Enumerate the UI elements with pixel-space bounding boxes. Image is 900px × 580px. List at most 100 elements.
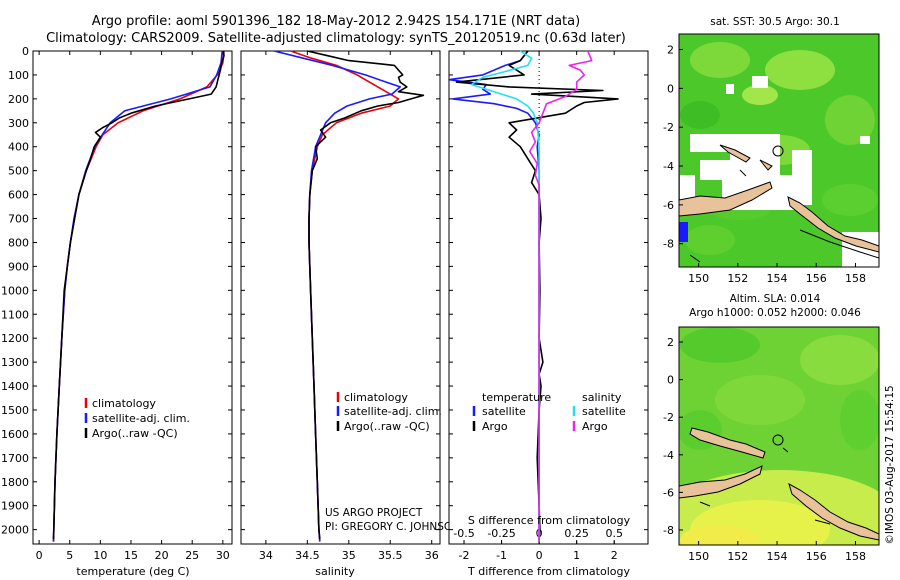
x2-tick-label: -0.5	[453, 527, 474, 540]
legend-s-satellite: satellite	[582, 405, 626, 418]
map-y-tick-label: 2	[667, 336, 674, 349]
legend-argo: Argo(..raw -QC)	[344, 420, 430, 433]
imos-timestamp: ©IMOS 03-Aug-2017 15:54:15	[884, 385, 896, 544]
depth-tick-label: 1000	[1, 284, 29, 297]
difference-x-axis: -2 -1 0 1 2-0.5 -0.25 0 0.25 0.5	[453, 51, 623, 562]
x-tick-label: -2	[459, 549, 470, 562]
difference-legend: temperature satellite Argo salinity sate…	[472, 391, 626, 433]
depth-tick-label: 800	[8, 236, 29, 249]
map-y-tick-label: -6	[663, 199, 674, 212]
difference-panel: -2 -1 0 1 2-0.5 -0.25 0 0.25 0.5 T difference fr…	[448, 50, 649, 578]
x-tick-label: 5	[66, 549, 73, 562]
map-x-tick-label: 152	[727, 550, 748, 563]
x-tick-label: 36	[425, 549, 439, 562]
x-tick-label: 35	[342, 549, 356, 562]
temperature-x-axis: 0 5 10 15 20 25 30	[36, 51, 230, 562]
figure-title-2: Climatology: CARS2009. Satellite-adjuste…	[46, 31, 626, 46]
temperature-xlabel: temperature (deg C)	[76, 565, 189, 578]
depth-tick-label: 900	[8, 260, 29, 273]
map-y-tick-label: 0	[667, 374, 674, 387]
sla-map-frame	[678, 326, 880, 546]
map-y-tick-label: -2	[663, 411, 674, 424]
map-x-tick-label: 154	[767, 272, 788, 285]
depth-tick-label: 100	[8, 69, 29, 82]
depth-tick-label: 0	[22, 45, 29, 58]
x2-tick-label: 0.5	[605, 527, 623, 540]
map-y-tick-label: -8	[663, 238, 674, 251]
map-x-tick-label: 156	[806, 272, 827, 285]
depth-axis: 0 100 200 300 400 500 600 700 800 900 1000 1100 1200…	[1, 45, 232, 537]
sst-map: sat. SST: 30.5 Argo: 30.1	[663, 16, 880, 285]
map-y-tick-label: -8	[663, 524, 674, 537]
x-tick-label: 10	[93, 549, 107, 562]
salinity-xlabel: salinity	[315, 565, 355, 578]
depth-tick-label: 400	[8, 141, 29, 154]
map-x-tick-label: 150	[688, 550, 709, 563]
map-x-tick-label: 152	[727, 272, 748, 285]
temperature-legend: climatology satellite-adj. clim. Argo(..…	[84, 397, 190, 440]
salinity-panel: 34 34.5 35 35.5 36 salinity climatology sate…	[240, 50, 460, 578]
sst-land	[679, 144, 879, 253]
sst-texture	[680, 42, 878, 255]
sst-map-frame	[678, 33, 880, 268]
depth-tick-label: 500	[8, 165, 29, 178]
salinity-x-axis: 34 34.5 35 35.5 36	[259, 51, 439, 562]
float-position-marker	[772, 434, 784, 446]
x-tick-label: 35.5	[378, 549, 403, 562]
temperature-panel: 0100200300400500600700800900100011001200…	[1, 45, 233, 578]
legend-s-argo: Argo	[582, 420, 608, 433]
legend-satellite: satellite-adj. clim.	[344, 405, 442, 418]
depth-tick-label: 1300	[1, 356, 29, 369]
salinity-legend: climatology satellite-adj. clim. Argo(..…	[336, 391, 442, 433]
depth-tick-label: 1500	[1, 404, 29, 417]
x-tick-label: 34.5	[295, 549, 320, 562]
sst-map-title: sat. SST: 30.5 Argo: 30.1	[710, 16, 840, 28]
sla-map-title-2: Argo h1000: 0.052 h2000: 0.046	[689, 307, 861, 319]
float-position-marker	[772, 145, 784, 157]
figure-title-1: Argo profile: aoml 5901396_182 18-May-20…	[92, 14, 580, 29]
sla-land	[679, 427, 879, 541]
depth-tick-label: 1400	[1, 380, 29, 393]
depth-tick-label: 700	[8, 213, 29, 226]
x-tick-label: 1	[573, 549, 580, 562]
difference-axes-frame	[448, 50, 649, 545]
difference-lines	[448, 50, 619, 542]
map-x-tick-label: 154	[767, 550, 788, 563]
x-tick-label: -1	[496, 549, 507, 562]
legend-temperature-title: temperature	[482, 391, 551, 404]
depth-tick-label: 1700	[1, 452, 29, 465]
depth-tick-label: 1800	[1, 476, 29, 489]
t-difference-xlabel: T difference from climatology	[467, 565, 630, 578]
cold-patch	[679, 222, 688, 242]
depth-tick-label: 1900	[1, 500, 29, 513]
map-x-tick-label: 150	[688, 272, 709, 285]
map-y-tick-label: 2	[667, 44, 674, 57]
map-x-tick-label: 156	[806, 550, 827, 563]
sla-texture	[679, 327, 879, 545]
depth-tick-label: 1600	[1, 428, 29, 441]
s-difference-xlabel: S difference from climatology	[468, 514, 631, 527]
series-line-salinity-argo	[528, 50, 593, 542]
salinity-depth-ticks	[241, 50, 440, 531]
depth-tick-label: 1100	[1, 308, 29, 321]
legend-climatology: climatology	[344, 391, 408, 404]
salinity-axes-frame	[240, 50, 441, 545]
x2-tick-label: 0.25	[564, 527, 589, 540]
cloud-mask	[680, 76, 879, 267]
sla-map-x-axis: 150 152 154 156 158	[688, 541, 866, 563]
x-tick-label: 2	[611, 549, 618, 562]
sst-map-x-axis: 150 152 154 156 158	[688, 263, 866, 285]
difference-depth-ticks	[449, 50, 648, 531]
temperature-lines	[52, 50, 225, 542]
x-tick-label: 15	[124, 549, 138, 562]
series-line-argo-raw-qc-	[52, 50, 225, 540]
sla-map: Altim. SLA: 0.014 Argo h1000: 0.052 h200…	[663, 293, 880, 563]
x-tick-label: 25	[185, 549, 199, 562]
x-tick-label: 20	[155, 549, 169, 562]
map-x-tick-label: 158	[845, 550, 866, 563]
x-tick-label: 30	[216, 549, 230, 562]
legend-salinity-title: salinity	[582, 391, 622, 404]
legend-t-argo: Argo	[482, 420, 508, 433]
x2-tick-label: -0.25	[487, 527, 515, 540]
